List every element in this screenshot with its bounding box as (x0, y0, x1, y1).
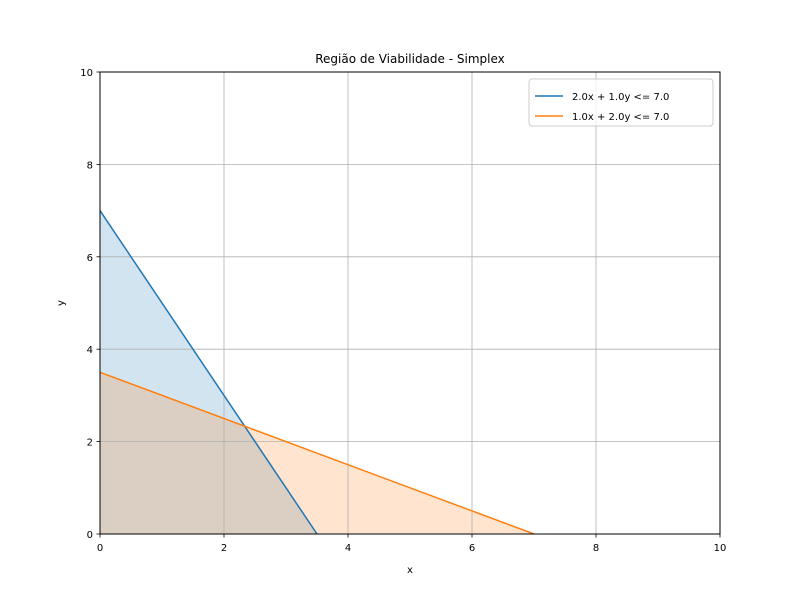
legend-label-1: 2.0x + 1.0y <= 7.0 (572, 92, 669, 103)
y-tick-label: 2 (87, 438, 93, 449)
legend-frame (528, 78, 714, 127)
x-axis-label: x (407, 565, 413, 576)
x-tick-label: 10 (714, 543, 727, 554)
y-axis-label: y (56, 300, 67, 306)
x-tick-label: 6 (469, 543, 475, 554)
legend-label-2: 1.0x + 2.0y <= 7.0 (572, 112, 669, 123)
constraint-line-2 (99, 371, 535, 535)
constraint-line-1 (99, 210, 318, 535)
lines-layer (99, 210, 535, 535)
y-tick-label: 6 (87, 253, 93, 264)
x-tick-label: 2 (221, 543, 227, 554)
legend: 2.0x + 1.0y <= 7.0 1.0x + 2.0y <= 7.0 (528, 78, 714, 127)
y-tick-label: 4 (87, 345, 93, 356)
x-tick-label: 8 (593, 543, 599, 554)
x-tick-label: 4 (345, 543, 351, 554)
y-tick-label: 10 (80, 68, 93, 79)
y-tick-label: 0 (87, 530, 93, 541)
x-tick-label: 0 (97, 543, 103, 554)
ticks-layer: 0 2 4 6 8 10 0 2 4 6 8 10 (80, 68, 726, 554)
y-tick-label: 8 (87, 160, 93, 171)
plot-frame (99, 71, 721, 535)
chart-title: Região de Viabilidade - Simplex (315, 52, 505, 66)
